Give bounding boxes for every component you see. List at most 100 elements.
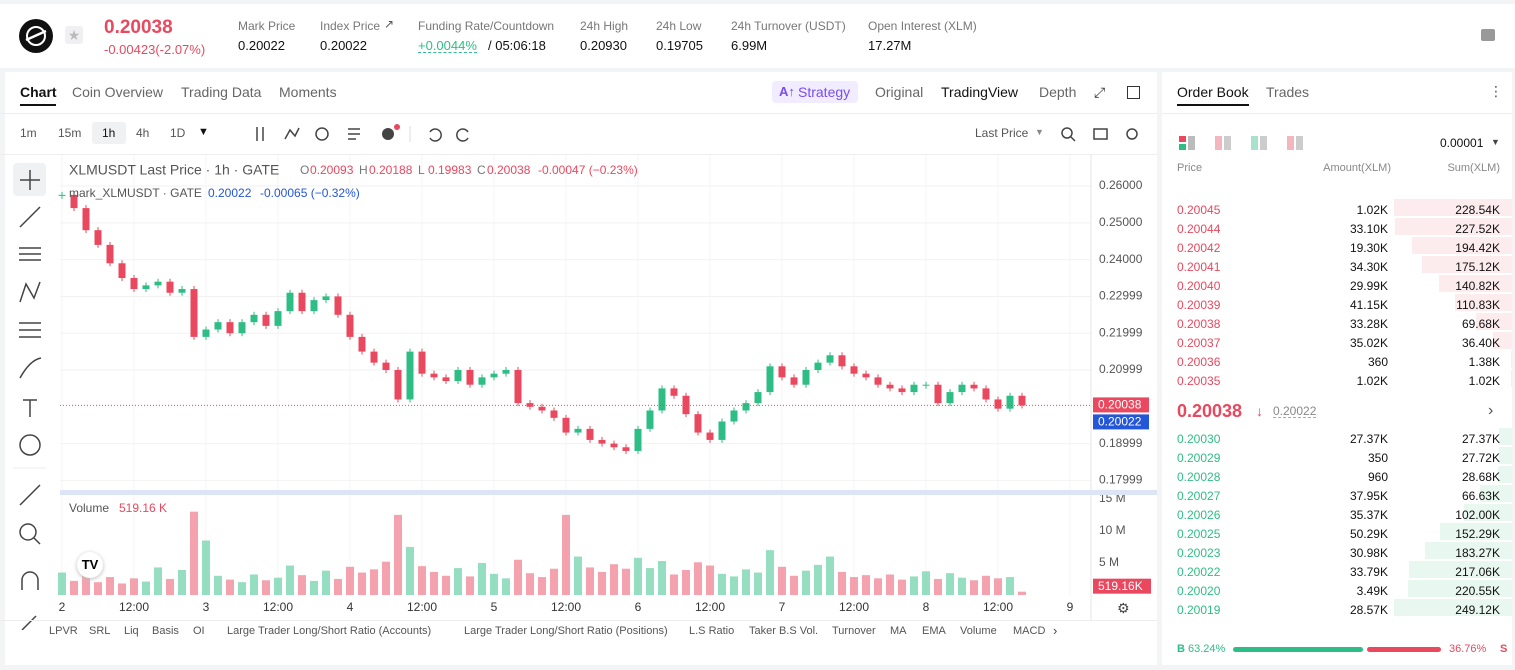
tradingview-logo[interactable]: TV: [77, 552, 103, 578]
book-price[interactable]: 0.20039: [1177, 298, 1221, 312]
interval[interactable]: 15m: [58, 126, 82, 140]
indicator[interactable]: MA: [890, 625, 907, 637]
book-price[interactable]: 0.20029: [1177, 451, 1221, 465]
volume-bar: [814, 564, 822, 595]
dropdown-caret[interactable]: ▼: [198, 126, 209, 138]
book-amount: 33.79K: [1349, 565, 1388, 579]
precision[interactable]: 0.00001: [1440, 136, 1484, 150]
window-icon[interactable]: [1127, 86, 1140, 99]
volume-bar: [574, 556, 582, 595]
book-price[interactable]: 0.20044: [1177, 222, 1221, 236]
volume-bar: [502, 578, 510, 595]
indicator[interactable]: OI: [193, 625, 205, 637]
view-tab[interactable]: Strategy: [798, 84, 851, 100]
book-sum: 217.06K: [1455, 565, 1500, 579]
favorite-star[interactable]: ★: [65, 26, 83, 44]
book-icon[interactable]: [1481, 29, 1495, 41]
book-amount: 41.15K: [1349, 298, 1388, 312]
book-price[interactable]: 0.20019: [1177, 603, 1221, 617]
indicator[interactable]: MACD: [1013, 625, 1045, 637]
book-sum: 102.00K: [1455, 508, 1500, 522]
candle: [298, 292, 306, 312]
strategy-pill[interactable]: [772, 81, 858, 103]
indicator[interactable]: Volume: [960, 625, 997, 637]
candle: [706, 432, 714, 440]
candle: [934, 384, 942, 404]
book-price[interactable]: 0.20036: [1177, 355, 1221, 369]
volume-bar: [142, 581, 150, 595]
chart-tab[interactable]: Trading Data: [181, 84, 262, 100]
book-price[interactable]: 0.20042: [1177, 241, 1221, 255]
book-price[interactable]: 0.20030: [1177, 432, 1221, 446]
book-sum: 69.68K: [1461, 317, 1500, 331]
volume-bar: [202, 540, 210, 595]
volume-bar: [742, 569, 750, 595]
book-price[interactable]: 0.20022: [1177, 565, 1221, 579]
indicator[interactable]: Large Trader Long/Short Ratio (Accounts): [227, 625, 432, 637]
depth-bar: [1394, 599, 1512, 616]
view-tab[interactable]: TradingView: [941, 84, 1019, 100]
link-icon: ↗: [384, 17, 395, 31]
depth-bar: [1421, 256, 1512, 273]
volume-bar: [382, 561, 390, 595]
volume-bar: [898, 579, 906, 595]
chart-tab[interactable]: Coin Overview: [72, 84, 164, 100]
indicator[interactable]: Turnover: [832, 625, 876, 637]
x-tick-label: 5: [491, 600, 498, 614]
book-price[interactable]: 0.20028: [1177, 470, 1221, 484]
book-price[interactable]: 0.20037: [1177, 336, 1221, 350]
book-price[interactable]: 0.20027: [1177, 489, 1221, 503]
book-view-icons[interactable]: [1177, 134, 1307, 152]
last-price-tag: [1093, 397, 1149, 413]
legend-value: 0.20188: [369, 163, 413, 177]
separator: [0, 620, 1157, 621]
indicator[interactable]: LPVR: [49, 625, 78, 637]
interval[interactable]: 1m: [20, 126, 37, 140]
interval[interactable]: 1D: [170, 126, 186, 140]
indicator[interactable]: EMA: [922, 625, 946, 637]
view-tab[interactable]: Original: [875, 84, 924, 100]
book-price[interactable]: 0.20025: [1177, 527, 1221, 541]
book-price[interactable]: 0.20035: [1177, 374, 1221, 388]
stat-label: Funding Rate/Countdown: [418, 19, 555, 33]
indicator[interactable]: Basis: [152, 625, 179, 637]
book-tab[interactable]: Order Book: [1177, 84, 1249, 100]
candle: [922, 384, 930, 386]
divider: [1157, 72, 1162, 665]
chart-tab[interactable]: Chart: [20, 84, 57, 100]
indicator[interactable]: SRL: [89, 625, 111, 637]
book-tab[interactable]: Trades: [1266, 84, 1310, 100]
indicator[interactable]: Liq: [124, 625, 139, 637]
indicator[interactable]: L.S Ratio: [689, 625, 735, 637]
dropdown-caret[interactable]: ▼: [1491, 137, 1500, 147]
scroll-right[interactable]: ›: [1049, 624, 1062, 637]
book-price[interactable]: 0.20038: [1177, 317, 1221, 331]
book-sum: 110.83K: [1456, 298, 1500, 312]
interval[interactable]: 1h: [102, 126, 116, 140]
candle: [538, 406, 546, 411]
candle: [850, 366, 858, 374]
book-price[interactable]: 0.20026: [1177, 508, 1221, 522]
candle: [886, 384, 894, 389]
candle: [898, 388, 906, 393]
coin-logo: [19, 19, 53, 53]
volume-bar: [262, 580, 270, 595]
chart-tab[interactable]: Moments: [279, 84, 337, 100]
price-source[interactable]: Last Price: [975, 126, 1029, 140]
view-tab[interactable]: Depth: [1039, 84, 1077, 100]
book-price[interactable]: 0.20023: [1177, 546, 1221, 560]
expand-icon[interactable]: ⤢: [1094, 84, 1106, 100]
interval[interactable]: 4h: [136, 126, 150, 140]
indicator[interactable]: Large Trader Long/Short Ratio (Positions…: [464, 625, 668, 637]
book-price[interactable]: 0.20020: [1177, 584, 1221, 598]
candle: [154, 281, 162, 286]
book-price[interactable]: 0.20040: [1177, 279, 1221, 293]
book-price[interactable]: 0.20045: [1177, 203, 1221, 217]
more-icon[interactable]: ⋮: [1489, 83, 1503, 99]
indicator[interactable]: Taker B.S Vol.: [749, 625, 819, 637]
drawing-toolbar[interactable]: [10, 160, 50, 630]
chevron[interactable]: ›: [1488, 402, 1494, 419]
settings-icon[interactable]: ⚙: [1117, 600, 1130, 616]
book-price[interactable]: 0.20041: [1177, 260, 1221, 274]
